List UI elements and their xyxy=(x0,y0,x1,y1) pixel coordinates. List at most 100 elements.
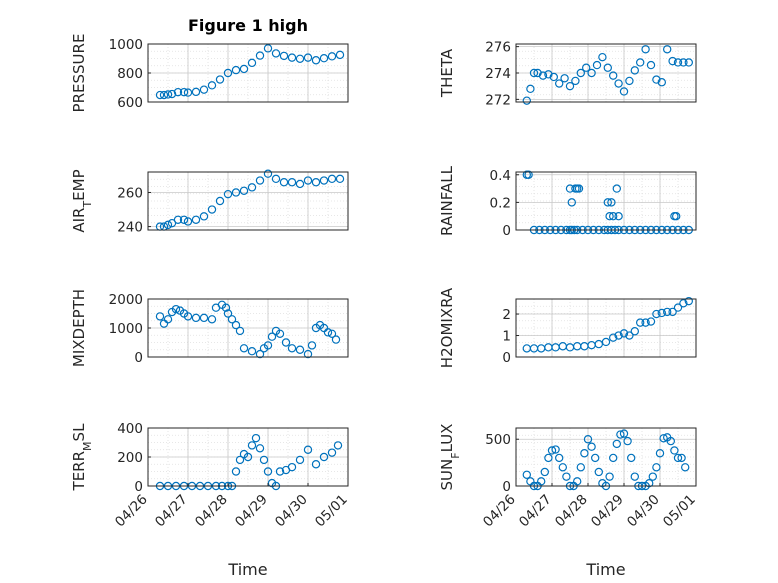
data-point xyxy=(605,211,614,221)
data-point xyxy=(263,44,273,53)
y-axis-label: AIRTEMP xyxy=(70,169,94,232)
data-point xyxy=(551,445,560,454)
y-tick-label: 272 xyxy=(485,92,511,108)
y-tick-label: 0.4 xyxy=(490,168,511,184)
data-point xyxy=(319,54,329,63)
y-tick-label: 2 xyxy=(502,307,511,323)
data-point xyxy=(601,337,611,347)
data-point xyxy=(223,189,233,199)
data-point xyxy=(659,434,668,443)
data-point xyxy=(303,349,313,359)
data-point xyxy=(607,198,616,207)
data-point xyxy=(215,196,225,206)
y-tick-label: 200 xyxy=(117,450,143,466)
data-point xyxy=(526,84,535,94)
x-tick-label: 04/29 xyxy=(232,492,271,531)
subplot-mixdepth: 0 1000 2000 MIXDEPTH xyxy=(70,289,349,367)
data-point xyxy=(652,463,661,472)
data-point xyxy=(235,326,245,336)
data-point xyxy=(609,211,618,221)
data-point xyxy=(281,338,291,347)
data-point xyxy=(327,52,337,61)
data-point xyxy=(681,463,690,472)
data-point xyxy=(625,76,634,86)
data-point xyxy=(587,442,596,451)
data-point xyxy=(619,87,629,96)
y-axis-label: MIXDEPTH xyxy=(70,289,88,367)
data-point xyxy=(155,90,165,100)
y-tick-label: 260 xyxy=(117,185,143,201)
data-point xyxy=(287,462,297,472)
y-tick-label: 0 xyxy=(502,223,511,239)
data-point xyxy=(679,299,688,308)
data-point xyxy=(223,68,233,78)
data-point xyxy=(173,87,183,97)
data-point xyxy=(616,430,625,439)
data-point xyxy=(562,472,571,481)
data-point xyxy=(670,446,679,455)
data-point xyxy=(247,441,257,450)
data-point xyxy=(684,58,694,67)
x-tick-label: 04/27 xyxy=(152,492,191,531)
x-tick-label: 04/26 xyxy=(112,492,151,531)
y-tick-label: 1000 xyxy=(109,321,143,337)
x-tick-label: 04/26 xyxy=(480,492,519,531)
data-point xyxy=(263,169,273,178)
subplot-h2omixra: 0 1 2 H2OMIXRA xyxy=(438,287,697,368)
data-point xyxy=(191,87,201,97)
x-tick-label: 04/30 xyxy=(272,492,311,531)
data-point xyxy=(522,470,532,479)
data-point xyxy=(207,315,217,324)
data-point xyxy=(173,215,183,224)
data-point xyxy=(630,66,640,75)
data-point xyxy=(576,68,586,78)
data-point xyxy=(279,178,289,187)
y-tick-label: 0 xyxy=(502,479,511,495)
data-point xyxy=(227,315,237,324)
data-point xyxy=(636,318,645,327)
data-point xyxy=(287,344,297,353)
data-point xyxy=(179,87,189,97)
data-point xyxy=(673,303,683,312)
data-point xyxy=(295,455,305,465)
x-tick-label: 04/30 xyxy=(624,492,663,531)
data-point xyxy=(537,477,546,486)
x-tick-label: 05/01 xyxy=(660,492,699,531)
data-point xyxy=(663,45,672,54)
data-point xyxy=(323,328,333,337)
data-point xyxy=(199,85,209,94)
data-point xyxy=(540,467,550,477)
data-point xyxy=(271,174,281,184)
data-point xyxy=(614,211,623,221)
data-point xyxy=(191,313,201,323)
data-point xyxy=(560,74,569,83)
data-point xyxy=(657,308,667,318)
data-point xyxy=(582,63,591,72)
y-axis-label: TERRMSL xyxy=(70,423,94,492)
data-point xyxy=(255,176,265,185)
data-point xyxy=(630,327,640,336)
data-point xyxy=(576,463,586,472)
axes-box xyxy=(515,171,697,231)
x-axis-label: Time xyxy=(585,560,625,579)
data-point xyxy=(183,88,193,97)
y-tick-label: 0 xyxy=(502,350,511,366)
data-point xyxy=(287,53,297,62)
data-point xyxy=(199,212,209,221)
data-point xyxy=(612,439,622,449)
data-point xyxy=(263,341,273,350)
data-point xyxy=(567,198,577,207)
y-axis-label: RAINFALL xyxy=(438,165,456,236)
data-point xyxy=(648,472,658,481)
data-point xyxy=(311,56,321,65)
y-tick-label: 400 xyxy=(117,421,143,437)
axes-box xyxy=(515,298,697,358)
data-point xyxy=(243,452,253,462)
data-point xyxy=(167,89,177,99)
data-point xyxy=(303,445,313,454)
y-tick-label: 500 xyxy=(485,432,511,448)
data-point xyxy=(311,178,321,187)
y-tick-label: 1000 xyxy=(109,37,143,53)
x-tick-label: 04/29 xyxy=(588,492,627,531)
data-point xyxy=(327,448,337,457)
